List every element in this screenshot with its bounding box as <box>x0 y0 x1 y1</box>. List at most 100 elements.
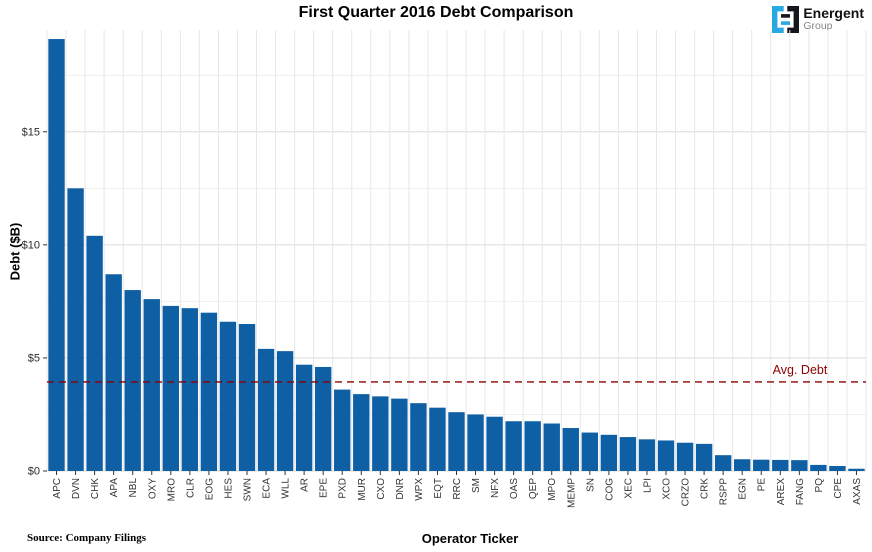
bar-DVN <box>67 188 84 472</box>
bar-WPX <box>410 403 427 471</box>
bar-CHK <box>86 235 103 471</box>
bar-SM <box>467 414 484 471</box>
bar-MRO <box>162 305 179 471</box>
x-tick-label-OXY: OXY <box>147 478 158 499</box>
x-tick-label-ECA: ECA <box>262 478 273 499</box>
bar-HES <box>219 321 237 471</box>
bar-PQ <box>810 464 827 471</box>
bar-CXO <box>372 396 389 471</box>
x-tick-label-XEC: XEC <box>623 478 634 499</box>
bar-XEC <box>619 437 637 471</box>
bar-RRC <box>448 412 465 471</box>
y-tick-label: $10 <box>22 239 40 251</box>
x-tick-label-APC: APC <box>52 478 63 499</box>
bar-NFX <box>486 416 503 471</box>
bar-EQT <box>429 407 446 471</box>
bar-APA <box>105 274 122 471</box>
x-tick-label-AREX: AREX <box>776 478 787 506</box>
x-tick-label-EOG: EOG <box>204 478 215 500</box>
x-tick-label-QEP: QEP <box>528 478 539 499</box>
bar-QEP <box>524 421 541 471</box>
x-tick-label-CXO: CXO <box>376 478 387 500</box>
energent-logo-icon <box>772 6 800 33</box>
x-tick-label-LPI: LPI <box>642 478 653 493</box>
x-tick-label-AXAS: AXAS <box>852 478 863 505</box>
x-tick-label-CRK: CRK <box>700 478 711 499</box>
logo-name: Energent <box>803 5 864 21</box>
bar-RSPP <box>714 455 732 471</box>
bar-AREX <box>772 459 789 471</box>
bar-XCO <box>657 440 675 471</box>
bar-EOG <box>200 312 218 471</box>
bar-PXD <box>334 389 351 471</box>
bar-EPE <box>314 366 332 471</box>
bar-MUR <box>353 394 370 471</box>
bar-FANG <box>791 460 808 471</box>
x-tick-label-SWN: SWN <box>242 478 253 501</box>
avg-debt-label: Avg. Debt <box>773 363 828 377</box>
x-tick-label-SN: SN <box>585 478 596 492</box>
y-tick-label: $5 <box>28 352 40 364</box>
x-tick-label-OAS: OAS <box>509 478 520 499</box>
bar-CRK <box>695 443 713 471</box>
energent-logo-text: Energent Group <box>803 6 864 32</box>
x-axis-title: Operator Ticker <box>421 531 519 546</box>
x-tick-label-NBL: NBL <box>128 478 139 498</box>
bar-SWN <box>238 324 256 471</box>
x-tick-label-EGN: EGN <box>738 478 749 500</box>
source-note: Source: Company Filings <box>27 532 146 544</box>
bar-EGN <box>734 459 751 471</box>
x-tick-label-PE: PE <box>757 478 768 492</box>
logo-subtitle: Group <box>803 19 833 32</box>
x-tick-label-APA: APA <box>109 478 120 498</box>
x-tick-label-MPO: MPO <box>547 478 558 501</box>
x-tick-label-EPE: EPE <box>319 478 330 498</box>
bar-MEMP <box>562 428 579 471</box>
bar-PE <box>753 459 770 471</box>
bar-DNR <box>391 398 408 471</box>
x-tick-label-MRO: MRO <box>166 478 177 502</box>
x-tick-label-PQ: PQ <box>814 478 825 493</box>
bar-CRZO <box>676 442 694 471</box>
bar-APC <box>48 39 65 472</box>
x-tick-label-COG: COG <box>604 478 615 501</box>
x-tick-label-DNR: DNR <box>395 478 406 500</box>
x-tick-label-SM: SM <box>471 478 482 493</box>
x-tick-label-EQT: EQT <box>433 478 444 499</box>
chart-title: First Quarter 2016 Debt Comparison <box>298 4 574 21</box>
x-tick-label-FANG: FANG <box>795 478 806 505</box>
x-tick-label-WPX: WPX <box>414 478 425 501</box>
bar-ECA <box>257 348 275 471</box>
y-tick-label: $15 <box>22 126 40 138</box>
bar-OXY <box>143 299 160 471</box>
x-tick-label-CLR: CLR <box>185 478 196 498</box>
y-tick-label: $0 <box>28 466 40 478</box>
x-tick-label-RRC: RRC <box>452 478 463 500</box>
x-tick-label-MEMP: MEMP <box>566 478 577 508</box>
bar-WLL <box>276 351 294 471</box>
x-tick-label-HES: HES <box>223 478 234 499</box>
x-tick-label-AR: AR <box>300 478 311 492</box>
energent-logo: Energent Group <box>772 6 864 33</box>
x-tick-label-CPE: CPE <box>833 478 844 499</box>
x-tick-label-CHK: CHK <box>90 478 101 499</box>
bar-LPI <box>638 439 656 471</box>
x-tick-label-MUR: MUR <box>357 478 368 501</box>
bar-MPO <box>543 423 560 471</box>
bar-SN <box>581 432 599 471</box>
bar-CPE <box>829 466 846 471</box>
x-tick-label-WLL: WLL <box>281 478 292 499</box>
x-tick-label-NFX: NFX <box>490 478 501 498</box>
bar-OAS <box>505 421 522 471</box>
x-tick-label-PXD: PXD <box>338 478 349 499</box>
bar-AXAS <box>848 468 865 471</box>
bar-NBL <box>124 290 141 471</box>
x-tick-label-DVN: DVN <box>71 478 82 499</box>
bar-AR <box>295 364 313 471</box>
x-tick-label-CRZO: CRZO <box>681 478 692 507</box>
bar-COG <box>600 434 618 471</box>
x-tick-label-RSPP: RSPP <box>719 478 730 506</box>
x-tick-label-XCO: XCO <box>662 478 673 500</box>
